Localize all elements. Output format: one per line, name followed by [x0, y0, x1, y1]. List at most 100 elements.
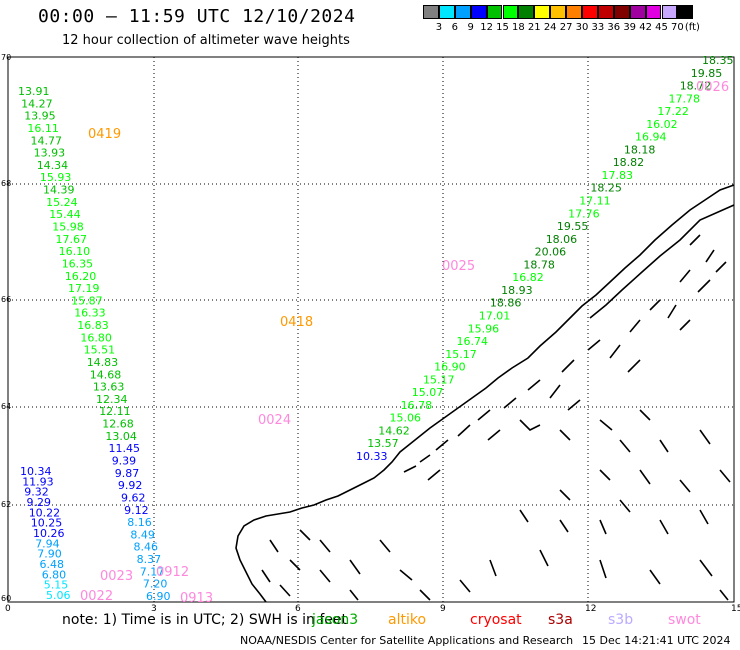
wave-height-value: 16.83	[77, 319, 109, 332]
wave-height-value: 8.37	[137, 553, 162, 566]
legend-label: 6	[451, 22, 458, 33]
wave-height-value: 15.24	[46, 196, 78, 209]
legend-label: 18	[512, 22, 525, 33]
wave-height-value: 17.67	[56, 233, 88, 246]
wave-height-value: 13.57	[367, 437, 399, 450]
wave-height-value: 16.11	[27, 122, 59, 135]
pass-label: 0023	[100, 569, 133, 584]
wave-height-value: 18.18	[624, 143, 656, 156]
wave-height-value: 17.83	[602, 169, 634, 182]
wave-height-value: 17.11	[579, 195, 611, 208]
legend-swatch	[550, 5, 567, 19]
altimeter-tracks: 13.9114.2713.9516.1114.7713.9314.3415.93…	[18, 54, 734, 606]
pass-label: 0025	[442, 259, 475, 274]
wave-height-value: 5.15	[44, 579, 69, 592]
wave-height-value: 18.06	[546, 233, 578, 246]
wave-height-value: 16.35	[62, 257, 93, 270]
footnote: note: 1) Time is in UTC; 2) SWH is in fe…	[62, 612, 347, 628]
wave-height-value: 15.93	[40, 171, 72, 184]
wave-height-value: 15.06	[390, 412, 422, 425]
wave-height-value: 18.35	[702, 54, 734, 67]
x-tick-label: 3	[151, 604, 157, 614]
wave-height-value: 16.74	[457, 335, 489, 348]
pass-label: 0024	[258, 413, 291, 428]
pass-label: 0912	[156, 565, 189, 580]
legend-swatch	[502, 5, 519, 19]
y-tick-label: 64	[1, 402, 11, 411]
wave-height-value: 17.76	[568, 207, 600, 220]
legend-swatch	[566, 5, 582, 19]
legend-label: 36	[607, 22, 621, 33]
legend-swatch	[518, 5, 535, 19]
legend-unit: (ft)	[684, 22, 700, 33]
legend-label: 45	[655, 22, 668, 33]
legend-swatch	[597, 5, 614, 19]
satellite-name: swot	[668, 612, 701, 628]
legend-label: 33	[591, 22, 605, 33]
wave-height-value: 12.34	[96, 393, 128, 406]
wave-height-value: 8.49	[130, 528, 155, 541]
wave-height-value: 17.19	[68, 282, 100, 295]
wave-height-value: 10.25	[31, 517, 63, 530]
legend-label: 27	[559, 22, 573, 33]
wave-height-value: 17.78	[669, 92, 701, 105]
wave-height-value: 15.17	[423, 373, 455, 386]
pass-label: 0418	[280, 315, 313, 330]
legend-swatch	[677, 5, 694, 19]
legend-label: 21	[527, 22, 541, 33]
wave-height-value: 14.27	[21, 97, 52, 110]
legend-swatch	[613, 5, 630, 19]
satellite-name: cryosat	[470, 612, 522, 628]
wave-height-value: 15.07	[412, 386, 444, 399]
legend-swatch	[645, 5, 662, 19]
wave-height-value: 15.51	[84, 344, 116, 357]
wave-height-value: 14.39	[43, 184, 75, 197]
legend-swatch	[629, 5, 646, 19]
wave-height-value: 16.78	[401, 399, 433, 412]
credit-text: NOAA/NESDIS Center for Satellite Applica…	[240, 634, 574, 647]
wave-height-value: 14.34	[37, 159, 68, 172]
wave-height-value: 19.85	[691, 67, 723, 80]
wave-height-value: 6.48	[40, 558, 65, 571]
wave-height-value: 9.29	[27, 496, 52, 509]
wave-height-value: 6.90	[146, 590, 171, 603]
x-tick-label: 9	[440, 604, 446, 614]
legend-swatch	[470, 5, 487, 19]
grid-lines	[8, 57, 734, 602]
legend-swatch	[486, 5, 503, 19]
wave-height-value: 16.33	[74, 307, 106, 320]
legend-label: 9	[467, 22, 474, 33]
wave-height-value: 17.22	[657, 105, 689, 118]
satellite-name: s3b	[608, 612, 634, 628]
wave-height-value: 7.20	[143, 578, 168, 591]
x-tick-label: 12	[585, 604, 596, 614]
legend-label: 70	[671, 22, 684, 33]
wave-height-value: 16.80	[80, 331, 112, 344]
plot-frame	[7, 56, 735, 603]
wave-height-value: 10.34	[20, 465, 52, 478]
wave-height-value: 8.16	[127, 516, 152, 529]
wave-height-value: 16.02	[646, 118, 678, 131]
wave-height-value: 10.26	[33, 527, 65, 540]
wave-height-value: 18.82	[613, 156, 645, 169]
wave-height-value: 10.33	[356, 450, 388, 463]
wave-height-value: 18.72	[680, 80, 712, 93]
wave-height-value: 9.32	[24, 486, 49, 499]
x-tick-label: 15	[731, 604, 740, 614]
wave-height-value: 15.17	[445, 348, 477, 361]
wave-height-value: 12.11	[99, 405, 131, 418]
x-tick-label: 6	[295, 604, 301, 614]
legend-label: 30	[575, 22, 589, 33]
legend-swatch	[454, 5, 471, 19]
wave-height-value: 11.45	[109, 442, 141, 455]
wave-height-value: 13.93	[34, 147, 66, 160]
wave-height-value: 13.95	[24, 110, 56, 123]
legend-label: 3	[435, 22, 443, 33]
wave-height-value: 18.78	[523, 258, 555, 271]
wave-height-value: 15.87	[71, 294, 103, 307]
wave-height-value: 14.83	[87, 356, 119, 369]
wave-height-value: 5.06	[46, 589, 71, 602]
axis-tick-labels: 0 3 6 9 12 15 70 68 66 64 62 60	[1, 53, 740, 614]
legend-swatch	[423, 5, 439, 19]
